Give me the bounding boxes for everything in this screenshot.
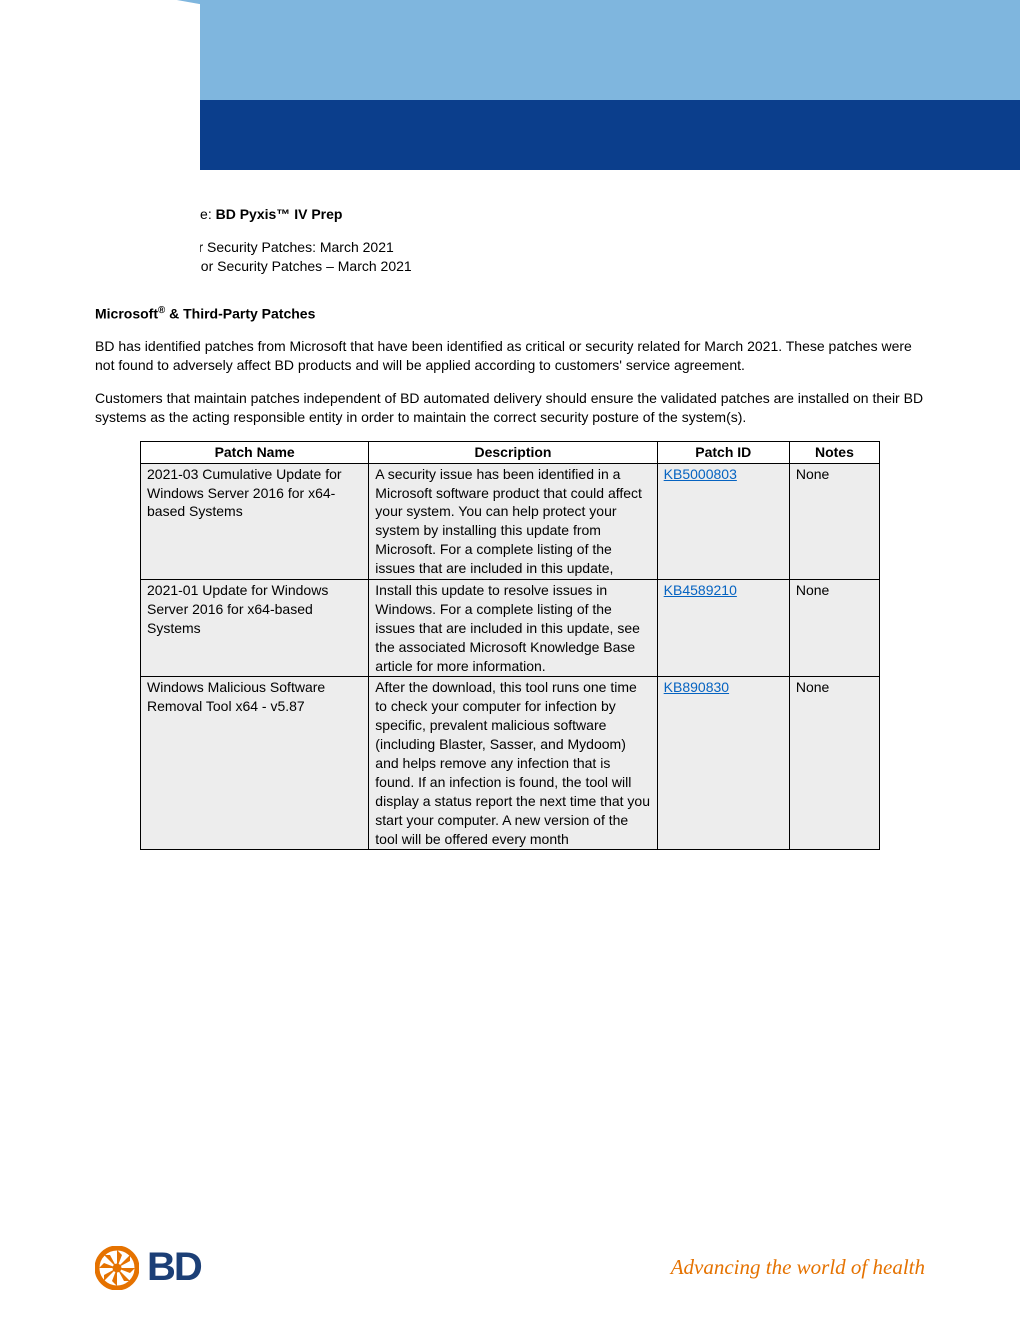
product-name: BD Pyxis™ IV Prep [216, 206, 343, 222]
meta-block: Date of Critical or Security Patches: Ma… [95, 238, 925, 276]
footer-tagline: Advancing the world of health [671, 1255, 925, 1280]
cell-notes: None [789, 580, 879, 677]
col-header-notes: Notes [789, 441, 879, 463]
table-header-row: Patch Name Description Patch ID Notes [141, 441, 880, 463]
patch-id-link[interactable]: KB4589210 [664, 582, 737, 598]
bd-logo: BD [95, 1245, 201, 1290]
cell-description: A security issue has been identified in … [369, 463, 657, 579]
col-header-desc: Description [369, 441, 657, 463]
intro-paragraph-1: BD has identified patches from Microsoft… [95, 337, 925, 375]
table-row: 2021-01 Update for Windows Server 2016 f… [141, 580, 880, 677]
table-row: Windows Malicious Software Removal Tool … [141, 677, 880, 850]
cell-notes: None [789, 677, 879, 850]
cell-description: Install this update to resolve issues in… [369, 580, 657, 677]
header-diagonal-cut [0, 0, 200, 304]
patches-table: Patch Name Description Patch ID Notes 20… [140, 441, 880, 851]
product-name-line: BD Product Name: BD Pyxis™ IV Prep [95, 205, 925, 224]
cell-description: After the download, this tool runs one t… [369, 677, 657, 850]
col-header-id: Patch ID [657, 441, 789, 463]
intro-paragraph-2: Customers that maintain patches independ… [95, 389, 925, 427]
cell-patch-name: 2021-01 Update for Windows Server 2016 f… [141, 580, 369, 677]
cell-patch-name: 2021-03 Cumulative Update for Windows Se… [141, 463, 369, 579]
cell-patch-id: KB4589210 [657, 580, 789, 677]
col-header-name: Patch Name [141, 441, 369, 463]
cell-patch-id: KB890830 [657, 677, 789, 850]
cell-notes: None [789, 463, 879, 579]
patch-id-link[interactable]: KB5000803 [664, 466, 737, 482]
cell-patch-id: KB5000803 [657, 463, 789, 579]
bd-logo-icon [95, 1246, 139, 1290]
table-row: 2021-03 Cumulative Update for Windows Se… [141, 463, 880, 579]
header-banner [0, 0, 1020, 185]
bd-logo-text: BD [147, 1245, 201, 1290]
section-title: Microsoft® & Third-Party Patches [95, 304, 925, 324]
footer: BD Advancing the world of health [0, 1245, 1020, 1290]
cell-patch-name: Windows Malicious Software Removal Tool … [141, 677, 369, 850]
patch-id-link[interactable]: KB890830 [664, 679, 729, 695]
